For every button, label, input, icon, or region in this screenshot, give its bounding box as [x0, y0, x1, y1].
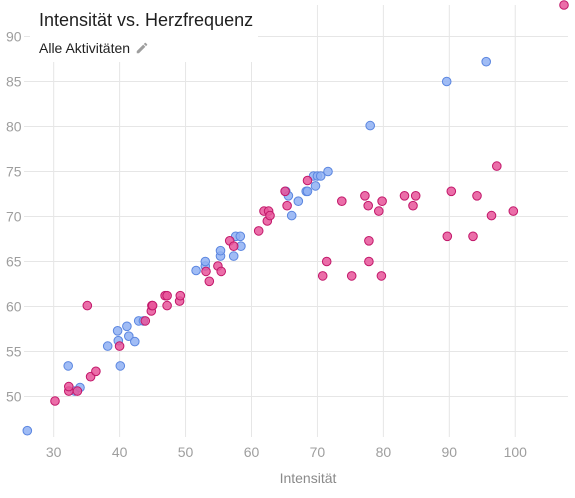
x-axis-ticks: 30 40 50 60 70 80 90 100 — [46, 444, 527, 460]
x-tick-label: 90 — [442, 444, 458, 460]
data-point[interactable] — [446, 186, 457, 197]
y-tick-label: 70 — [6, 209, 22, 225]
data-point[interactable] — [115, 361, 126, 371]
data-point[interactable] — [321, 256, 332, 267]
data-point[interactable] — [112, 326, 123, 336]
data-point[interactable] — [201, 266, 211, 277]
x-tick-label: 50 — [178, 444, 194, 460]
data-point[interactable] — [363, 200, 374, 211]
data-point[interactable] — [102, 341, 113, 351]
data-point[interactable] — [376, 271, 387, 281]
data-point[interactable] — [162, 290, 172, 301]
x-tick-label: 80 — [376, 444, 392, 460]
data-point[interactable] — [140, 316, 151, 326]
y-tick-label: 50 — [6, 389, 22, 405]
data-point[interactable] — [410, 191, 421, 201]
y-tick-label: 90 — [6, 29, 22, 45]
data-point[interactable] — [63, 361, 73, 371]
data-point[interactable] — [280, 186, 290, 197]
data-point[interactable] — [200, 256, 211, 267]
data-point[interactable] — [130, 336, 140, 347]
data-point[interactable] — [72, 386, 83, 396]
data-point[interactable] — [235, 231, 246, 242]
data-point[interactable] — [472, 191, 482, 201]
data-point[interactable] — [286, 210, 297, 221]
data-point[interactable] — [559, 0, 569, 10]
data-point[interactable] — [310, 181, 321, 191]
data-point[interactable] — [442, 231, 453, 242]
data-point[interactable] — [337, 196, 347, 206]
data-point[interactable] — [441, 76, 452, 87]
data-point[interactable] — [282, 200, 292, 211]
data-point[interactable] — [228, 251, 239, 261]
data-point[interactable] — [124, 331, 134, 342]
data-point[interactable] — [360, 191, 370, 201]
data-point[interactable] — [374, 206, 384, 216]
data-point[interactable] — [492, 161, 502, 171]
data-point[interactable] — [22, 425, 33, 436]
data-points — [22, 0, 569, 436]
y-axis-ticks: 50 55 60 65 70 75 80 85 90 — [6, 29, 22, 405]
data-point[interactable] — [122, 321, 132, 332]
data-point[interactable] — [377, 196, 387, 206]
data-point[interactable] — [215, 245, 226, 256]
x-tick-label: 60 — [244, 444, 260, 460]
data-point[interactable] — [147, 300, 158, 311]
data-point[interactable] — [508, 206, 519, 216]
data-point[interactable] — [64, 381, 74, 392]
y-tick-label: 85 — [6, 74, 22, 90]
chart-title: Intensität vs. Herzfrequenz — [39, 10, 254, 30]
data-point[interactable] — [302, 186, 313, 197]
y-tick-label: 75 — [6, 164, 22, 180]
x-tick-label: 30 — [46, 444, 62, 460]
data-point[interactable] — [82, 300, 93, 311]
data-point[interactable] — [365, 120, 376, 131]
data-point[interactable] — [346, 271, 357, 281]
data-point[interactable] — [408, 200, 418, 211]
data-point[interactable] — [114, 341, 125, 351]
data-point[interactable] — [293, 196, 304, 206]
y-tick-label: 60 — [6, 299, 22, 315]
pencil-icon[interactable] — [135, 41, 149, 55]
data-point[interactable] — [317, 271, 328, 281]
y-tick-label: 55 — [6, 344, 22, 360]
data-point[interactable] — [91, 366, 101, 377]
activity-filter[interactable]: Alle Aktivitäten — [39, 40, 149, 56]
x-tick-label: 70 — [310, 444, 326, 460]
data-point[interactable] — [364, 256, 374, 267]
activity-filter-label: Alle Aktivitäten — [39, 40, 131, 56]
grid — [24, 5, 568, 437]
data-point[interactable] — [468, 231, 478, 242]
data-point[interactable] — [204, 276, 215, 287]
chart-header: Intensität vs. Herzfrequenz Alle Aktivit… — [30, 4, 258, 62]
data-point[interactable] — [253, 226, 264, 236]
data-point[interactable] — [302, 175, 313, 186]
x-tick-label: 100 — [504, 444, 528, 460]
data-point[interactable] — [364, 236, 374, 246]
data-point[interactable] — [315, 171, 326, 181]
data-point[interactable] — [228, 241, 239, 251]
x-tick-label: 40 — [112, 444, 128, 460]
data-point[interactable] — [265, 210, 275, 221]
data-point[interactable] — [191, 265, 201, 276]
data-point[interactable] — [486, 210, 497, 221]
x-axis-title: Intensität — [280, 470, 337, 486]
data-point[interactable] — [481, 56, 492, 67]
data-point[interactable] — [162, 300, 172, 311]
data-point[interactable] — [216, 266, 226, 277]
data-point[interactable] — [399, 191, 410, 201]
data-point[interactable] — [175, 290, 186, 301]
data-point[interactable] — [323, 166, 333, 177]
y-tick-label: 65 — [6, 254, 22, 270]
y-tick-label: 80 — [6, 119, 22, 135]
data-point[interactable] — [50, 396, 60, 406]
